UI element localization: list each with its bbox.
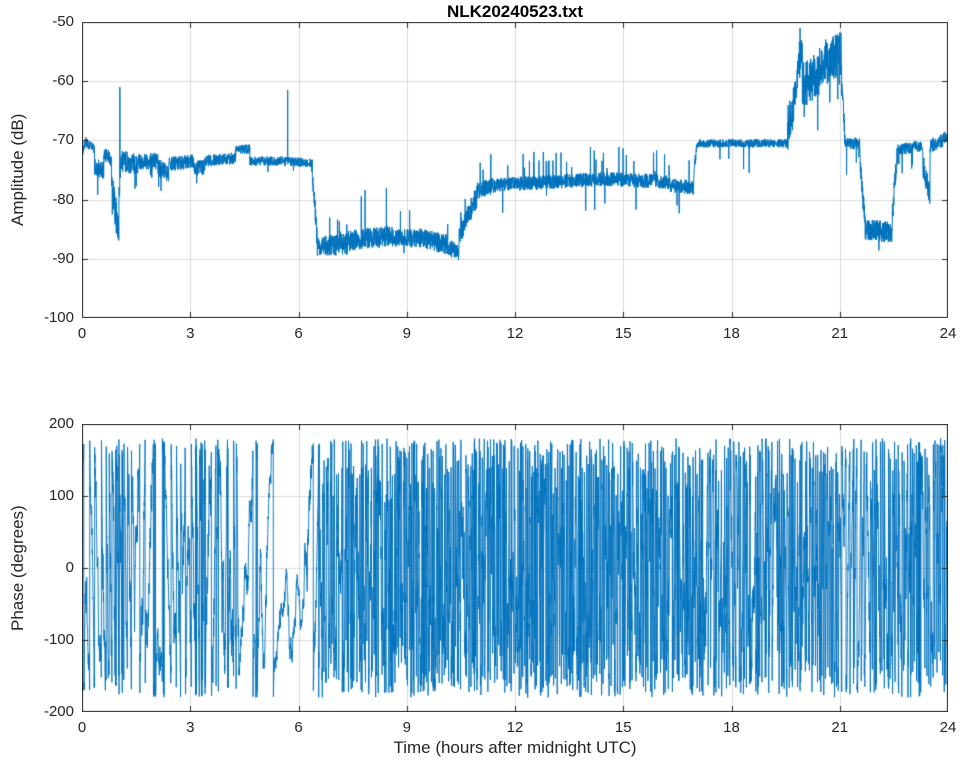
- amplitude-plot: [82, 22, 948, 318]
- amplitude-plot-y-tick-label: -80: [52, 190, 74, 208]
- phase-plot-x-tick-label: 18: [723, 719, 740, 736]
- amplitude-plot-x-tick-label: 3: [186, 325, 195, 342]
- amplitude-plot-x-tick-label: 9: [402, 325, 411, 342]
- phase-plot-y-tick-label: 0: [65, 559, 74, 576]
- amplitude-ylabel: Amplitude (dB): [8, 113, 27, 227]
- amplitude-plot-x-tick-label: 15: [614, 325, 632, 342]
- plot-title: NLK20240523.txt: [446, 2, 584, 21]
- time-xlabel: Time (hours after midnight UTC): [393, 738, 637, 757]
- amplitude-plot-x-tick-label: 0: [77, 325, 87, 342]
- amplitude-plot-y-tick-label: -50: [52, 13, 74, 30]
- phase-plot-x-tick-label: 24: [939, 719, 957, 736]
- phase-plot-y-tick-label: 200: [48, 415, 74, 432]
- phase-plot-x-tick-label: 15: [614, 719, 632, 736]
- amplitude-plot-x-tick-label: 21: [831, 325, 849, 342]
- phase-plot-y-tick-label: -100: [43, 631, 74, 648]
- amplitude-plot-x-tick-label: 24: [939, 325, 957, 342]
- phase-plot-y-tick-label: 100: [48, 487, 74, 504]
- amplitude-plot-y-tick-label: -100: [43, 309, 74, 326]
- phase-plot-x-tick-label: 0: [77, 719, 87, 736]
- phase-plot: [82, 424, 948, 712]
- phase-plot-x-tick-label: 12: [506, 719, 524, 736]
- amplitude-plot-x-tick-label: 18: [723, 325, 740, 342]
- phase-plot-x-tick-label: 21: [831, 719, 849, 736]
- phase-plot-x-tick-label: 3: [186, 719, 195, 736]
- phase-plot-y-tick-label: -200: [43, 703, 74, 720]
- amplitude-plot-y-tick-label: -60: [52, 72, 74, 90]
- amplitude-plot-y-tick-label: -70: [52, 131, 74, 149]
- amplitude-plot-x-tick-label: 6: [294, 325, 303, 342]
- amplitude-plot-x-tick-label: 12: [506, 325, 524, 342]
- phase-plot-x-tick-label: 6: [294, 719, 303, 736]
- amplitude-plot-y-tick-label: -90: [52, 249, 74, 267]
- phase-plot-x-tick-label: 9: [402, 719, 411, 736]
